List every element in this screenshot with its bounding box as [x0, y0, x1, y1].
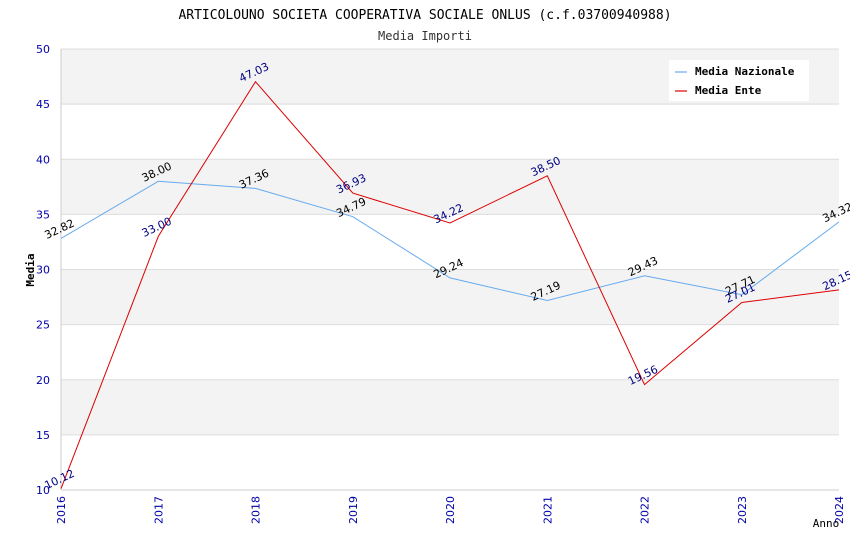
- series-line-media-ente: [60, 80, 840, 489]
- plot-band: [61, 379, 839, 435]
- y-tick-label: 20: [36, 374, 50, 387]
- chart-title: ARTICOLOUNO SOCIETA COOPERATIVA SOCIALE …: [178, 8, 671, 23]
- grid-lines: [60, 48, 839, 491]
- x-axis-ticks: 2016 2017 2018 2019 2020 2021 2022 2023 2024: [55, 496, 846, 524]
- y-axis-ticks: 10 15 20 25 30 35 40 45 50: [36, 43, 50, 497]
- legend-label-media-nazionale: Media Nazionale: [695, 65, 795, 78]
- legend-label-media-ente: Media Ente: [695, 84, 762, 97]
- chart-subtitle: Media Importi: [378, 29, 472, 43]
- plot-band: [61, 104, 839, 160]
- y-tick-label: 45: [36, 98, 50, 111]
- x-tick-label: 2020: [444, 496, 457, 524]
- series-line-media-nazionale: [60, 180, 840, 302]
- plot-bands: [61, 49, 839, 490]
- x-axis-label: Anno: [813, 517, 840, 530]
- plot-band: [61, 324, 839, 380]
- plot-band: [61, 159, 839, 215]
- x-tick-label: 2023: [736, 496, 749, 524]
- y-axis-label: Media: [24, 253, 37, 286]
- y-tick-label: 15: [36, 429, 50, 442]
- plot-band: [61, 269, 839, 325]
- y-tick-label: 40: [36, 153, 50, 166]
- y-tick-label: 35: [36, 208, 50, 221]
- y-tick-label: 25: [36, 319, 50, 332]
- y-tick-label: 10: [36, 484, 50, 497]
- x-tick-label: 2016: [55, 496, 68, 524]
- plot-band: [61, 434, 839, 490]
- y-tick-label: 30: [36, 264, 50, 277]
- plot-band: [61, 214, 839, 270]
- x-tick-label: 2018: [250, 496, 263, 524]
- x-tick-label: 2024: [833, 496, 846, 524]
- legend: Media Nazionale Media Ente: [669, 60, 809, 101]
- legend-box: [669, 60, 809, 101]
- series-lines: [60, 80, 840, 489]
- x-tick-label: 2021: [541, 496, 554, 524]
- x-tick-label: 2022: [639, 496, 652, 524]
- y-tick-label: 50: [36, 43, 50, 56]
- x-tick-label: 2019: [347, 496, 360, 524]
- x-tick-label: 2017: [152, 496, 165, 524]
